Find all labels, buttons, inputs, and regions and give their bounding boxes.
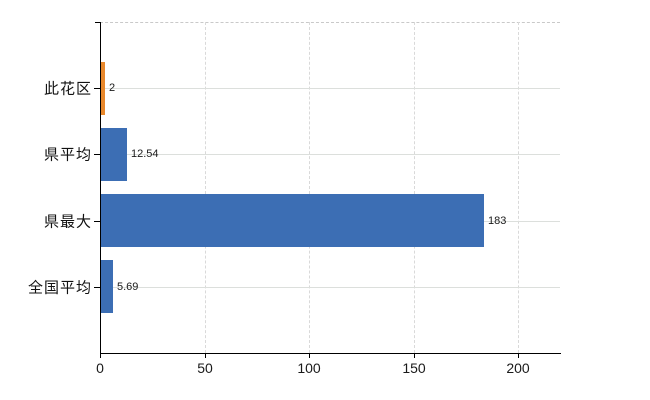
x-tick-label: 50 (197, 360, 213, 376)
y-axis-tick (94, 287, 100, 288)
x-axis-line (100, 353, 561, 354)
x-tick-label: 200 (506, 360, 530, 376)
y-axis-tick (94, 221, 100, 222)
bar-value-label: 2 (109, 82, 116, 94)
bar (101, 194, 484, 247)
plot-top-border (100, 22, 560, 23)
x-axis-tick (205, 353, 206, 358)
y-axis-line (100, 22, 101, 354)
vertical-gridline (205, 22, 206, 353)
x-axis-tick (100, 353, 101, 358)
horizontal-gridline (100, 154, 560, 155)
category-label: 県平均 (43, 146, 92, 164)
y-axis-top-tick (95, 22, 100, 23)
vertical-gridline (518, 22, 519, 353)
bar-value-label: 183 (488, 215, 507, 227)
horizontal-gridline (100, 88, 560, 89)
x-tick-label: 100 (297, 360, 321, 376)
x-axis-tick (309, 353, 310, 358)
x-tick-label: 150 (402, 360, 426, 376)
category-label: 此花区 (43, 80, 92, 98)
y-axis-tick (94, 154, 100, 155)
bar (101, 260, 113, 313)
vertical-gridline (414, 22, 415, 353)
category-label: 県最大 (43, 213, 92, 231)
x-axis-tick (518, 353, 519, 358)
bar-value-label: 5.69 (117, 281, 139, 293)
vertical-gridline (309, 22, 310, 353)
x-tick-label: 0 (96, 360, 104, 376)
bar-value-label: 12.54 (131, 148, 159, 160)
x-axis-tick (414, 353, 415, 358)
bar (101, 62, 105, 115)
bar (101, 128, 127, 181)
horizontal-gridline (100, 287, 560, 288)
y-axis-tick (94, 88, 100, 89)
category-label: 全国平均 (27, 279, 92, 297)
